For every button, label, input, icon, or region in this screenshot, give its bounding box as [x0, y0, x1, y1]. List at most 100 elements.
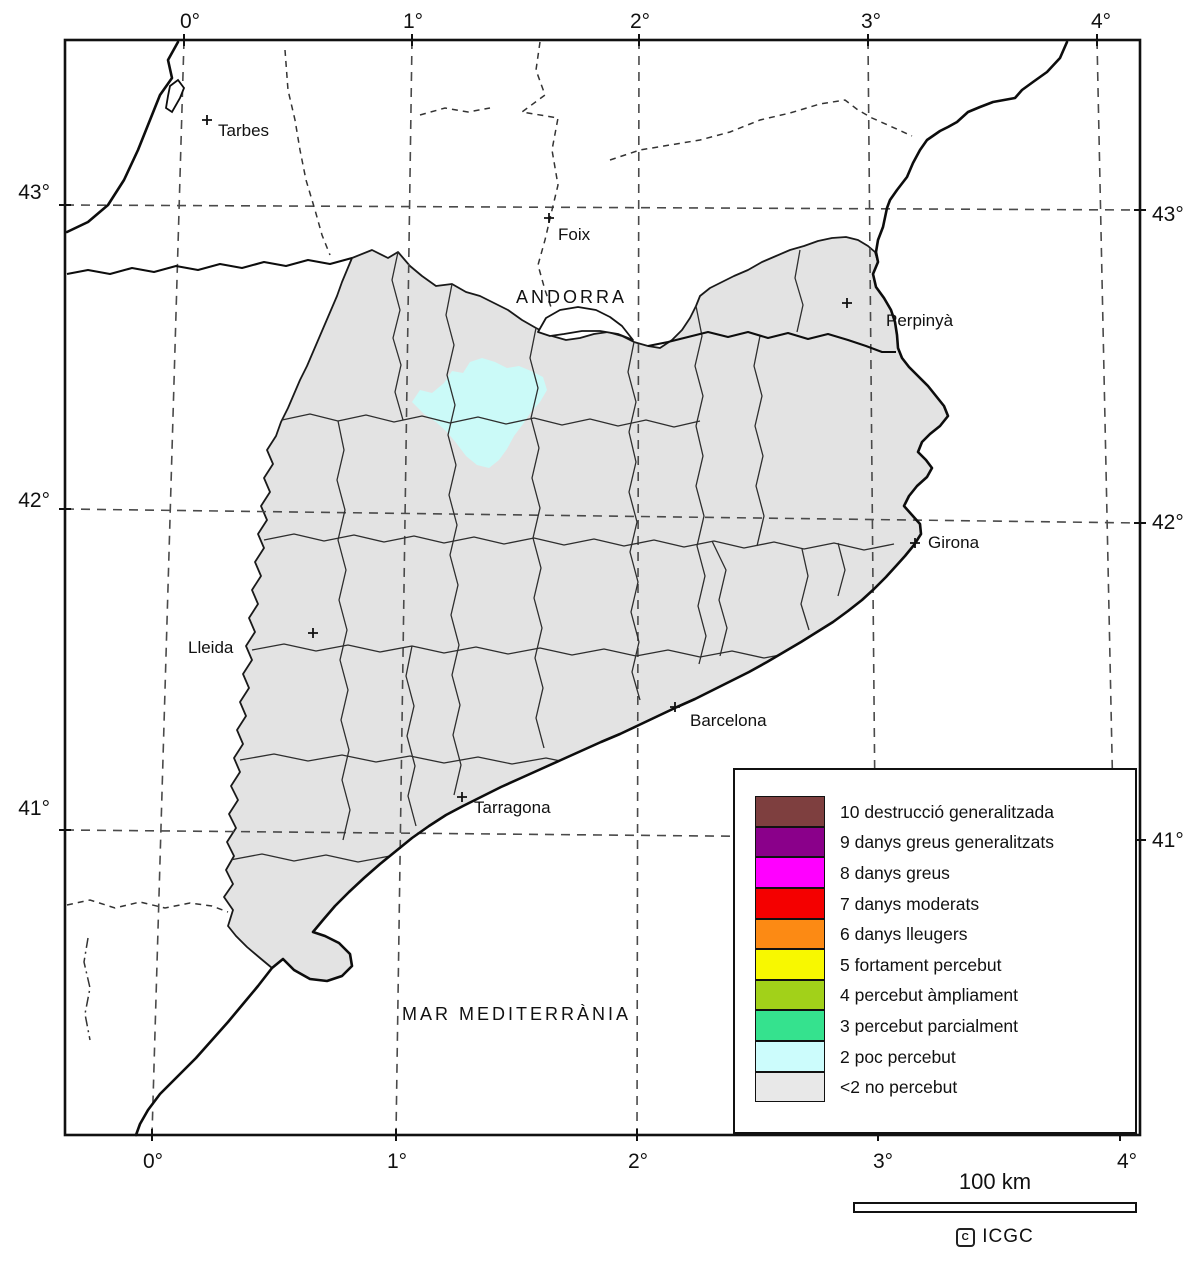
comarca-boundary-1: [391, 251, 404, 421]
axis-label-top-4°: 4°: [1091, 10, 1111, 33]
legend-swatch-7: [755, 979, 825, 1011]
scalebar-label: 100 km: [958, 1169, 1032, 1194]
french-department-boundary-3: [609, 99, 913, 161]
legend-swatch-5: [755, 918, 825, 950]
axis-label-bottom-4°: 4°: [1117, 1150, 1137, 1173]
city-marker-girona: [910, 538, 920, 548]
axis-label-bottom-2°: 2°: [628, 1150, 648, 1173]
axis-label-right-43°: 43°: [1152, 203, 1184, 226]
legend-swatch-8: [755, 1010, 825, 1041]
city-label-lleida: Lleida: [188, 638, 234, 657]
legend-row-8: 3 percebut parcialment: [755, 1010, 1054, 1042]
city-marker-perpinyà: [842, 298, 852, 308]
parallel-43°: [64, 204, 1141, 211]
legend-label-4: 7 danys moderats: [840, 893, 980, 914]
legend-row-2: 9 danys greus generalitzats: [755, 826, 1055, 859]
legend-row-4: 7 danys moderats: [755, 887, 1054, 920]
axis-label-right-42°: 42°: [1152, 511, 1184, 534]
comarca-boundary-17: [281, 413, 701, 428]
city-label-perpinyà: Perpinyà: [886, 311, 954, 330]
comarca-mesh: [229, 249, 895, 864]
comarca-boundary-6: [794, 249, 804, 333]
pyrenees-border: [66, 256, 353, 276]
legend-swatch-1: [755, 796, 825, 827]
comarca-boundary-2: [445, 283, 457, 466]
comarca-boundary-5: [694, 305, 704, 427]
legend-row-6: 5 fortament percebut: [755, 949, 1054, 981]
comarca-boundary-13: [711, 540, 728, 657]
aragon-boundary: [66, 899, 229, 913]
andorra-region: [537, 306, 634, 341]
meridian-1°: [395, 39, 413, 1136]
axis-label-top-0°: 0°: [180, 10, 200, 33]
credit-text: ICGC: [982, 1226, 1034, 1247]
comarca-boundary-7: [448, 464, 462, 796]
axis-label-bottom-3°: 3°: [873, 1150, 893, 1173]
axis-label-left-43°: 43°: [18, 181, 50, 204]
comarca-boundary-12: [753, 335, 765, 547]
legend-row-7: 4 percebut àmpliament: [755, 979, 1054, 1012]
comarca-boundary-19: [251, 643, 829, 660]
mediterranean-coastline: [134, 40, 1069, 1137]
meridian-0°: [151, 39, 185, 1136]
axis-label-left-41°: 41°: [18, 797, 50, 820]
map-frame: [63, 38, 1142, 1137]
legend-swatch-4: [755, 887, 825, 919]
legend-swatch-6: [755, 949, 825, 980]
french-department-boundary-4: [419, 107, 491, 116]
city-marker-foix: [544, 213, 554, 223]
city-label-tarragona: Tarragona: [474, 798, 551, 817]
legend-rows: 10 destrucció generalitzada 9 danys greus…: [755, 796, 1055, 1103]
legend-row-3: 8 danys greus: [755, 857, 1054, 889]
comarca-boundary-11: [336, 420, 351, 841]
legend-swatch-10: [755, 1071, 825, 1103]
legend-swatch-3: [755, 857, 825, 888]
city-marker-tarragona: [457, 792, 467, 802]
comarca-boundary-9: [628, 431, 641, 701]
comarca-boundary-18: [263, 533, 895, 551]
comarca-boundary-8: [531, 447, 545, 749]
city-label-tarbes: Tarbes: [218, 121, 269, 140]
legend-label-6: 5 fortament percebut: [840, 954, 1002, 975]
axis-label-bottom-1°: 1°: [387, 1150, 407, 1173]
legend-row-9: 2 poc percebut: [755, 1040, 1054, 1073]
legend-row-5: 6 danys lleugers: [755, 918, 1054, 950]
axis-label-left-42°: 42°: [18, 489, 50, 512]
parallel-42°: [64, 508, 1141, 524]
scalebar: [853, 1202, 1137, 1213]
legend-row-10: <2 no percebut: [755, 1071, 1054, 1103]
comarca-boundary-14: [405, 645, 417, 827]
legend-label-10: <2 no percebut: [840, 1077, 958, 1098]
atlantic-estuary: [165, 78, 186, 114]
legend-label-2: 9 danys greus generalitzats: [840, 832, 1055, 853]
french-department-boundary-1: [284, 49, 331, 256]
city-label-barcelona: Barcelona: [690, 711, 767, 730]
city-label-girona: Girona: [928, 533, 980, 552]
city-marker-barcelona: [670, 702, 680, 712]
atlantic-coastline: [65, 40, 180, 234]
icgc-logo-icon: C: [956, 1227, 976, 1247]
credit: C ICGC: [853, 1226, 1137, 1248]
comarca-boundary-10: [695, 425, 707, 665]
legend-label-5: 6 danys lleugers: [840, 924, 968, 945]
comarca-boundary-15: [800, 548, 810, 631]
legend-swatch-2: [755, 826, 825, 858]
valencia-boundary: [83, 937, 91, 1041]
legend-row-1: 10 destrucció generalitzada: [755, 796, 1054, 828]
axis-label-top-1°: 1°: [403, 10, 423, 33]
legend-swatch-9: [755, 1040, 825, 1072]
city-marker-lleida: [308, 628, 318, 638]
parallel-41°: [64, 829, 1141, 841]
city-marker-tarbes: [202, 115, 212, 125]
axis-label-right-41°: 41°: [1152, 829, 1184, 852]
french-department-boundary-2: [520, 41, 559, 311]
comarca-boundary-4: [627, 341, 637, 433]
region-label: ANDORRA: [516, 287, 627, 307]
meridian-2°: [636, 39, 640, 1136]
axis-label-bottom-0°: 0°: [143, 1150, 163, 1173]
city-label-foix: Foix: [558, 225, 591, 244]
legend-label-3: 8 danys greus: [840, 862, 950, 883]
comarca-boundary-3: [529, 327, 540, 449]
